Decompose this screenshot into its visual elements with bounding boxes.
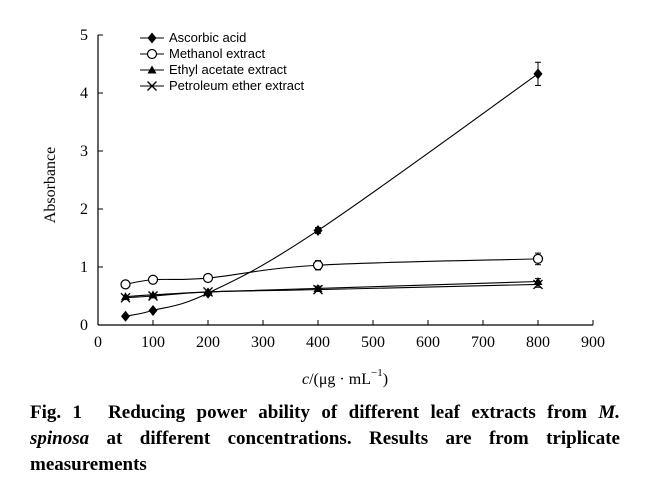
data-point: [148, 291, 158, 301]
series-line: [125, 73, 539, 317]
legend-item: Ethyl acetate extract: [140, 62, 287, 77]
legend-label: Ethyl acetate extract: [169, 62, 287, 77]
axes: 0 100 200 300 400 500 600 700 800 900 0 1 2 3 4 5: [80, 27, 605, 351]
y-tick-label: 4: [80, 85, 88, 102]
marker-stroke: [120, 292, 131, 303]
legend-item: Ascorbic acid: [140, 30, 246, 45]
x-tick-label: 300: [251, 334, 275, 351]
x-tick-label: 200: [196, 334, 220, 351]
series-cross: [120, 279, 543, 303]
x-axis-label-unit: /(μg · mL: [309, 371, 371, 388]
data-point: [203, 286, 213, 297]
marker-stroke: [313, 284, 323, 295]
series-line: [125, 283, 539, 299]
data-point: [313, 224, 323, 236]
marker-stroke: [533, 279, 543, 290]
legend-label: Ascorbic acid: [169, 30, 246, 45]
caption-text-after: at different concentrations. Results are…: [30, 428, 620, 475]
x-axis-label-var: c: [302, 371, 309, 388]
x-axis-label-exp: −1: [371, 367, 383, 379]
series-layer: [120, 61, 544, 322]
marker-stroke: [203, 286, 213, 297]
data-point: [147, 274, 159, 285]
marker-stroke: [147, 81, 157, 91]
legend-marker: [147, 32, 157, 44]
caption-fig-number: Fig. 1: [30, 402, 83, 423]
x-tick-label: 100: [141, 334, 165, 351]
x-axis-label: c/(μg · mL−1): [302, 367, 388, 388]
legend-marker: [147, 65, 157, 74]
y-tick-label: 1: [80, 259, 88, 276]
figure-caption: Fig. 1 Reducing power ability of differen…: [30, 400, 620, 478]
chart-area: 0 100 200 300 400 500 600 700 800 900 0 1 2 3 4 5 Ascor…: [42, 27, 605, 388]
chart-svg: 0 100 200 300 400 500 600 700 800 900 0 1 2 3 4 5 Ascor…: [42, 27, 605, 388]
data-point: [120, 279, 131, 290]
legend-label: Petroleum ether extract: [169, 78, 305, 93]
x-axis-label-close: ): [383, 371, 388, 388]
legend-marker: [147, 81, 157, 91]
legend-label: Methanol extract: [169, 46, 265, 61]
series-circle: [120, 252, 544, 290]
x-tick-label: 600: [416, 334, 440, 351]
data-point: [532, 253, 544, 264]
x-tick-label: 500: [361, 334, 385, 351]
data-point: [148, 305, 158, 316]
legend-marker: [146, 48, 158, 60]
caption-species: M. spinosa: [30, 402, 620, 449]
legend-item: Petroleum ether extract: [140, 78, 305, 93]
data-point: [121, 310, 130, 322]
data-point: [313, 284, 323, 295]
caption-text-before: Reducing power ability of different leaf…: [108, 402, 599, 423]
series-line: [125, 258, 539, 285]
data-point: [312, 260, 324, 271]
y-tick-label: 0: [80, 317, 88, 334]
x-tick-label: 0: [94, 334, 102, 351]
data-point: [120, 292, 131, 303]
x-tick-label: 400: [306, 334, 330, 351]
data-point: [202, 272, 214, 284]
x-tick-label: 700: [471, 334, 495, 351]
legend-item: Methanol extract: [140, 46, 265, 61]
y-tick-label: 2: [80, 201, 88, 218]
y-tick-label: 5: [80, 27, 88, 44]
series-triangle: [121, 277, 543, 301]
x-tick-label: 800: [526, 334, 550, 351]
y-axis-label: Absorbance: [42, 147, 59, 223]
x-tick-label: 900: [581, 334, 605, 351]
y-tick-label: 3: [80, 143, 88, 160]
marker-stroke: [148, 291, 158, 301]
data-point: [533, 68, 543, 80]
data-point: [533, 279, 543, 290]
